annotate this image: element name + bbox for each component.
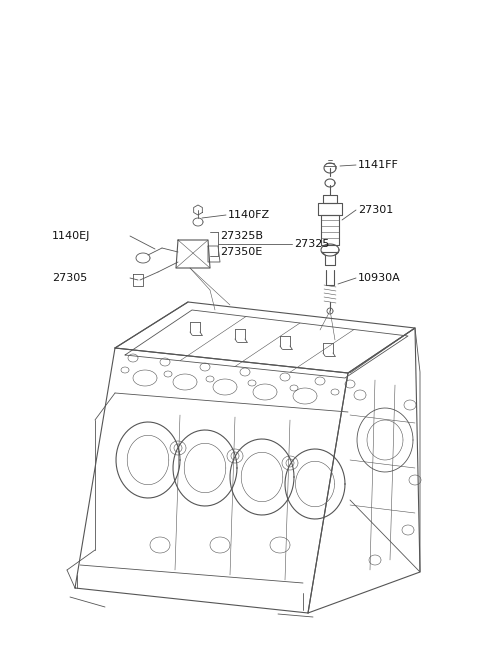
Text: 10930A: 10930A xyxy=(358,273,401,283)
Text: 1141FF: 1141FF xyxy=(358,160,399,170)
Text: 1140EJ: 1140EJ xyxy=(52,231,90,241)
Text: 27325: 27325 xyxy=(294,239,329,249)
Text: 27325B: 27325B xyxy=(220,231,263,241)
Text: 27305: 27305 xyxy=(52,273,87,283)
Text: 1140FZ: 1140FZ xyxy=(228,210,270,220)
Text: 27350E: 27350E xyxy=(220,247,262,257)
Text: 27301: 27301 xyxy=(358,205,393,215)
